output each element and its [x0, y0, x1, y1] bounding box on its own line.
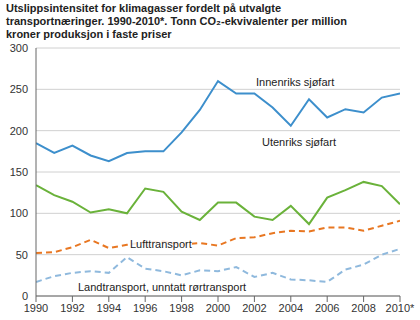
html-text:Lufttransport: Lufttransport: [130, 238, 192, 250]
svg-text:300: 300: [10, 42, 28, 54]
svg-text:50: 50: [16, 249, 28, 261]
svg-text:1992: 1992: [60, 302, 84, 314]
svg-text:1994: 1994: [97, 302, 121, 314]
svg-text:0: 0: [22, 290, 28, 302]
html-text:Utenriks sjøfart: Utenriks sjøfart: [262, 136, 336, 148]
svg-text:1996: 1996: [133, 302, 157, 314]
svg-text:2004: 2004: [279, 302, 303, 314]
svg-text:2002: 2002: [242, 302, 266, 314]
svg-text:2010*: 2010*: [386, 302, 412, 314]
svg-text:200: 200: [10, 125, 28, 137]
svg-text:2000: 2000: [206, 302, 230, 314]
svg-text:2006: 2006: [315, 302, 339, 314]
svg-text:2008: 2008: [351, 302, 375, 314]
html-text:Landtransport, unntatt rørtran: Landtransport, unntatt rørtransport: [78, 281, 247, 293]
svg-text:1998: 1998: [169, 302, 193, 314]
svg-text:150: 150: [10, 166, 28, 178]
svg-text:1990: 1990: [24, 302, 48, 314]
svg-text:250: 250: [10, 83, 28, 95]
html-text:Innenriks sjøfart: Innenriks sjøfart: [256, 76, 335, 88]
svg-text:100: 100: [10, 207, 28, 219]
html-text:Utslippsintensitet for klimaga: Utslippsintensitet for klimagasser forde…: [6, 2, 347, 40]
